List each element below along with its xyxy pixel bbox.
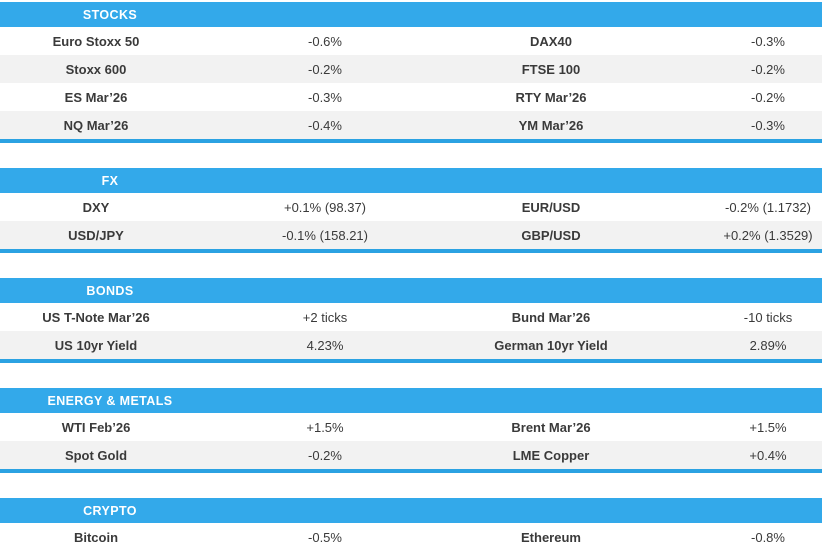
instrument-name-left: Stoxx 600 [65,61,127,77]
table-row: Stoxx 600 -0.2% FTSE 100 -0.2% [0,55,822,83]
instrument-name-right: LME Copper [512,447,590,463]
instrument-value-left: +1.5% [306,419,344,435]
instrument-name-left: ES Mar’26 [64,89,128,105]
section-title: STOCKS [82,7,138,22]
instrument-name-left: Euro Stoxx 50 [52,33,140,49]
table-row: Euro Stoxx 50 -0.6% DAX40 -0.3% [0,27,822,55]
instrument-value-right: -0.2% (1.1732) [725,199,811,215]
table-row: ES Mar’26 -0.3% RTY Mar’26 -0.2% [0,83,822,111]
section-title: ENERGY & METALS [47,393,173,408]
instrument-value-left: +0.1% (98.37) [283,199,367,215]
instrument-name-right: Bund Mar’26 [511,309,591,325]
table-row: Bitcoin -0.5% Ethereum -0.8% [0,523,822,551]
instrument-name-right: FTSE 100 [521,61,581,77]
table-row: Spot Gold -0.2% LME Copper +0.4% [0,441,822,469]
instrument-value-right: +0.4% [749,447,787,463]
section-header: BONDS [0,278,822,303]
instrument-name-left: Bitcoin [73,529,119,545]
instrument-name-left: US T-Note Mar’26 [42,309,150,325]
instrument-value-left: -0.2% [308,61,342,77]
market-section: BONDS US T-Note Mar’26 +2 ticks Bund Mar… [0,278,822,363]
instrument-name-left: US 10yr Yield [54,337,138,353]
market-section: FX DXY +0.1% (98.37) EUR/USD -0.2% (1.17… [0,168,822,253]
instrument-value-right: -0.8% [751,529,785,545]
market-section: CRYPTO Bitcoin -0.5% Ethereum -0.8% [0,498,822,551]
instrument-value-left: -0.2% [308,447,342,463]
market-section: ENERGY & METALS WTI Feb’26 +1.5% Brent M… [0,388,822,473]
instrument-value-right: -10 ticks [743,309,793,325]
instrument-name-right: Ethereum [521,529,581,545]
instrument-value-left: -0.3% [308,89,342,105]
section-header: FX [0,168,822,193]
instrument-name-left: Spot Gold [64,447,128,463]
instrument-value-right: 2.89% [749,337,787,353]
instrument-value-right: +0.2% (1.3529) [723,227,813,243]
instrument-name-right: RTY Mar’26 [515,89,587,105]
section-header: ENERGY & METALS [0,388,822,413]
instrument-value-left: 4.23% [306,337,344,353]
instrument-name-left: WTI Feb’26 [61,419,131,435]
instrument-value-right: -0.3% [751,117,785,133]
instrument-name-left: DXY [82,199,110,215]
table-row: WTI Feb’26 +1.5% Brent Mar’26 +1.5% [0,413,822,441]
instrument-name-right: German 10yr Yield [494,337,608,353]
instrument-value-right: -0.3% [751,33,785,49]
instrument-name-right: GBP/USD [521,227,581,243]
table-row: US T-Note Mar’26 +2 ticks Bund Mar’26 -1… [0,303,822,331]
market-section: STOCKS Euro Stoxx 50 -0.6% DAX40 -0.3% S… [0,2,822,143]
instrument-value-left: -0.6% [308,33,342,49]
instrument-name-right: Brent Mar’26 [511,419,591,435]
section-title: BONDS [86,283,134,298]
section-header: CRYPTO [0,498,822,523]
table-row: US 10yr Yield 4.23% German 10yr Yield 2.… [0,331,822,359]
instrument-value-right: -0.2% [751,61,785,77]
instrument-value-right: -0.2% [751,89,785,105]
instrument-value-left: -0.1% (158.21) [282,227,368,243]
table-row: USD/JPY -0.1% (158.21) GBP/USD +0.2% (1.… [0,221,822,249]
instrument-name-left: USD/JPY [68,227,124,243]
table-row: NQ Mar’26 -0.4% YM Mar’26 -0.3% [0,111,822,139]
section-title: FX [101,173,119,188]
table-row: DXY +0.1% (98.37) EUR/USD -0.2% (1.1732) [0,193,822,221]
instrument-value-right: +1.5% [749,419,787,435]
instrument-name-right: EUR/USD [521,199,581,215]
instrument-name-right: DAX40 [530,33,572,49]
instrument-name-right: YM Mar’26 [518,117,584,133]
section-title: CRYPTO [83,503,137,518]
section-header: STOCKS [0,2,822,27]
instrument-value-left: -0.4% [308,117,342,133]
instrument-name-left: NQ Mar’26 [63,117,129,133]
instrument-value-left: -0.5% [308,529,342,545]
instrument-value-left: +2 ticks [302,309,348,325]
